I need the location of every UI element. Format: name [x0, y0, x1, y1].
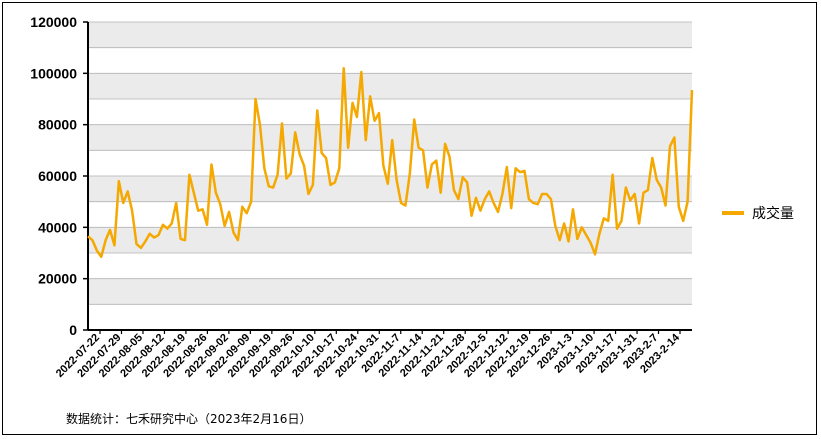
x-axis-ticks: 2022-07-222022-07-292022-08-052022-08-12… [54, 330, 683, 380]
legend-label: 成交量 [752, 205, 794, 222]
grid-band [88, 227, 692, 253]
y-tick-label: 40000 [38, 219, 77, 235]
grid-band [88, 124, 692, 151]
y-tick-label: 20000 [38, 271, 77, 287]
y-tick-label: 120000 [30, 14, 77, 30]
series-line-chengjiaoliang [87, 66, 694, 259]
legend: 成交量 [722, 205, 794, 222]
y-tick-label: 0 [69, 322, 77, 338]
y-tick-label: 60000 [38, 168, 77, 184]
y-tick-label: 80000 [38, 117, 77, 133]
grid-band [88, 278, 692, 305]
grid-band [88, 22, 692, 48]
series-layer [87, 66, 694, 259]
source-note: 数据统计：七禾研究中心（2023年2月16日） [66, 412, 312, 426]
grid-band [88, 73, 692, 99]
grid-band [88, 176, 692, 202]
y-axis-ticks: 0 20000 40000 60000 80000 100000 120000 [30, 14, 88, 338]
y-tick-label: 100000 [30, 65, 77, 81]
